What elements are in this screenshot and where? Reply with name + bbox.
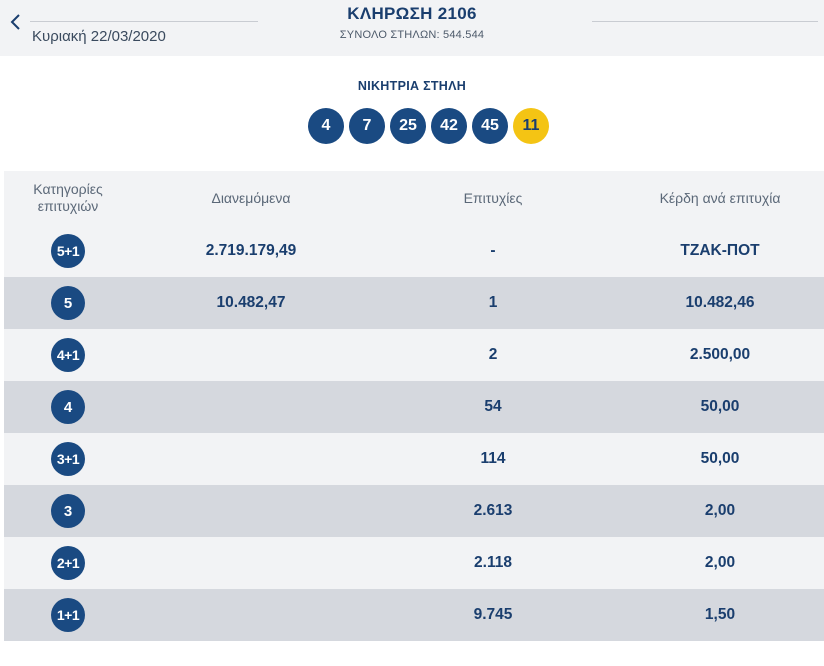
prize-value: 2,00: [704, 554, 736, 571]
prize-table: Κατηγορίες επιτυχιών Διανεμόμενα Επιτυχί…: [4, 171, 824, 641]
prize-value: 2,00: [704, 502, 736, 519]
category-badge: 3: [51, 494, 85, 528]
draw-header: Κυριακή 22/03/2020 ΚΛΗΡΩΣΗ 2106 ΣΥΝΟΛΟ Σ…: [0, 0, 824, 56]
back-arrow-icon[interactable]: [8, 12, 24, 32]
category-badge: 1+1: [51, 598, 85, 632]
prize-value: 50,00: [700, 398, 740, 415]
category-badge: 3+1: [51, 442, 85, 476]
table-row: 3+1 114 50,00: [4, 433, 824, 485]
category-badge: 2+1: [51, 546, 85, 580]
winning-number-ball: 25: [390, 108, 426, 144]
winners-value: 2.118: [474, 554, 512, 571]
header-category: Κατηγορίες επιτυχιών: [33, 181, 103, 214]
winning-number-ball: 45: [472, 108, 508, 144]
table-row: 5 10.482,47 1 10.482,46: [4, 277, 824, 329]
header-winners: Επιτυχίες: [463, 189, 523, 206]
winning-number-ball: 7: [349, 108, 385, 144]
table-row: 1+1 9.745 1,50: [4, 589, 824, 641]
header-prize: Κέρδη ανά επιτυχία: [659, 189, 781, 206]
prize-value: 10.482,46: [685, 294, 755, 311]
winners-value: 54: [484, 398, 502, 415]
draw-date: Κυριακή 22/03/2020: [32, 28, 166, 45]
winners-value: 1: [488, 294, 498, 311]
header-distributed: Διανεμόμενα: [211, 189, 291, 206]
winning-number-ball: 42: [431, 108, 467, 144]
distributed-value: 10.482,47: [216, 294, 286, 311]
prize-value: 50,00: [700, 450, 740, 467]
category-badge: 4+1: [51, 338, 85, 372]
winning-numbers: 4 7 25 42 45 11: [308, 108, 549, 144]
draw-title: ΚΛΗΡΩΣΗ 2106: [347, 4, 477, 23]
columns-total: ΣΥΝΟΛΟ ΣΤΗΛΩΝ: 544.544: [339, 29, 485, 41]
category-badge: 5: [51, 286, 85, 320]
prize-value: ΤΖΑΚ-ΠΟΤ: [680, 242, 760, 259]
winners-value: 114: [480, 450, 506, 467]
winners-value: 9.745: [473, 606, 513, 623]
winners-value: -: [490, 242, 496, 259]
distributed-value: 2.719.179,49: [205, 242, 297, 259]
table-row: 5+1 2.719.179,49 - ΤΖΑΚ-ΠΟΤ: [4, 225, 824, 277]
winners-value: 2: [488, 346, 498, 363]
prize-value: 1,50: [704, 606, 736, 623]
category-badge: 5+1: [51, 234, 85, 268]
table-row: 2+1 2.118 2,00: [4, 537, 824, 589]
bonus-number-ball: 11: [513, 108, 549, 144]
table-row: 4 54 50,00: [4, 381, 824, 433]
winning-number-ball: 4: [308, 108, 344, 144]
header-divider-right: [592, 21, 818, 22]
prize-value: 2.500,00: [689, 346, 751, 363]
table-row: 3 2.613 2,00: [4, 485, 824, 537]
winning-column-label: ΝΙΚΗΤΡΙΑ ΣΤΗΛΗ: [357, 79, 467, 93]
table-row: 4+1 2 2.500,00: [4, 329, 824, 381]
category-badge: 4: [51, 390, 85, 424]
table-header: Κατηγορίες επιτυχιών Διανεμόμενα Επιτυχί…: [4, 171, 824, 225]
winners-value: 2.613: [473, 502, 513, 519]
header-divider-left: [30, 21, 258, 22]
